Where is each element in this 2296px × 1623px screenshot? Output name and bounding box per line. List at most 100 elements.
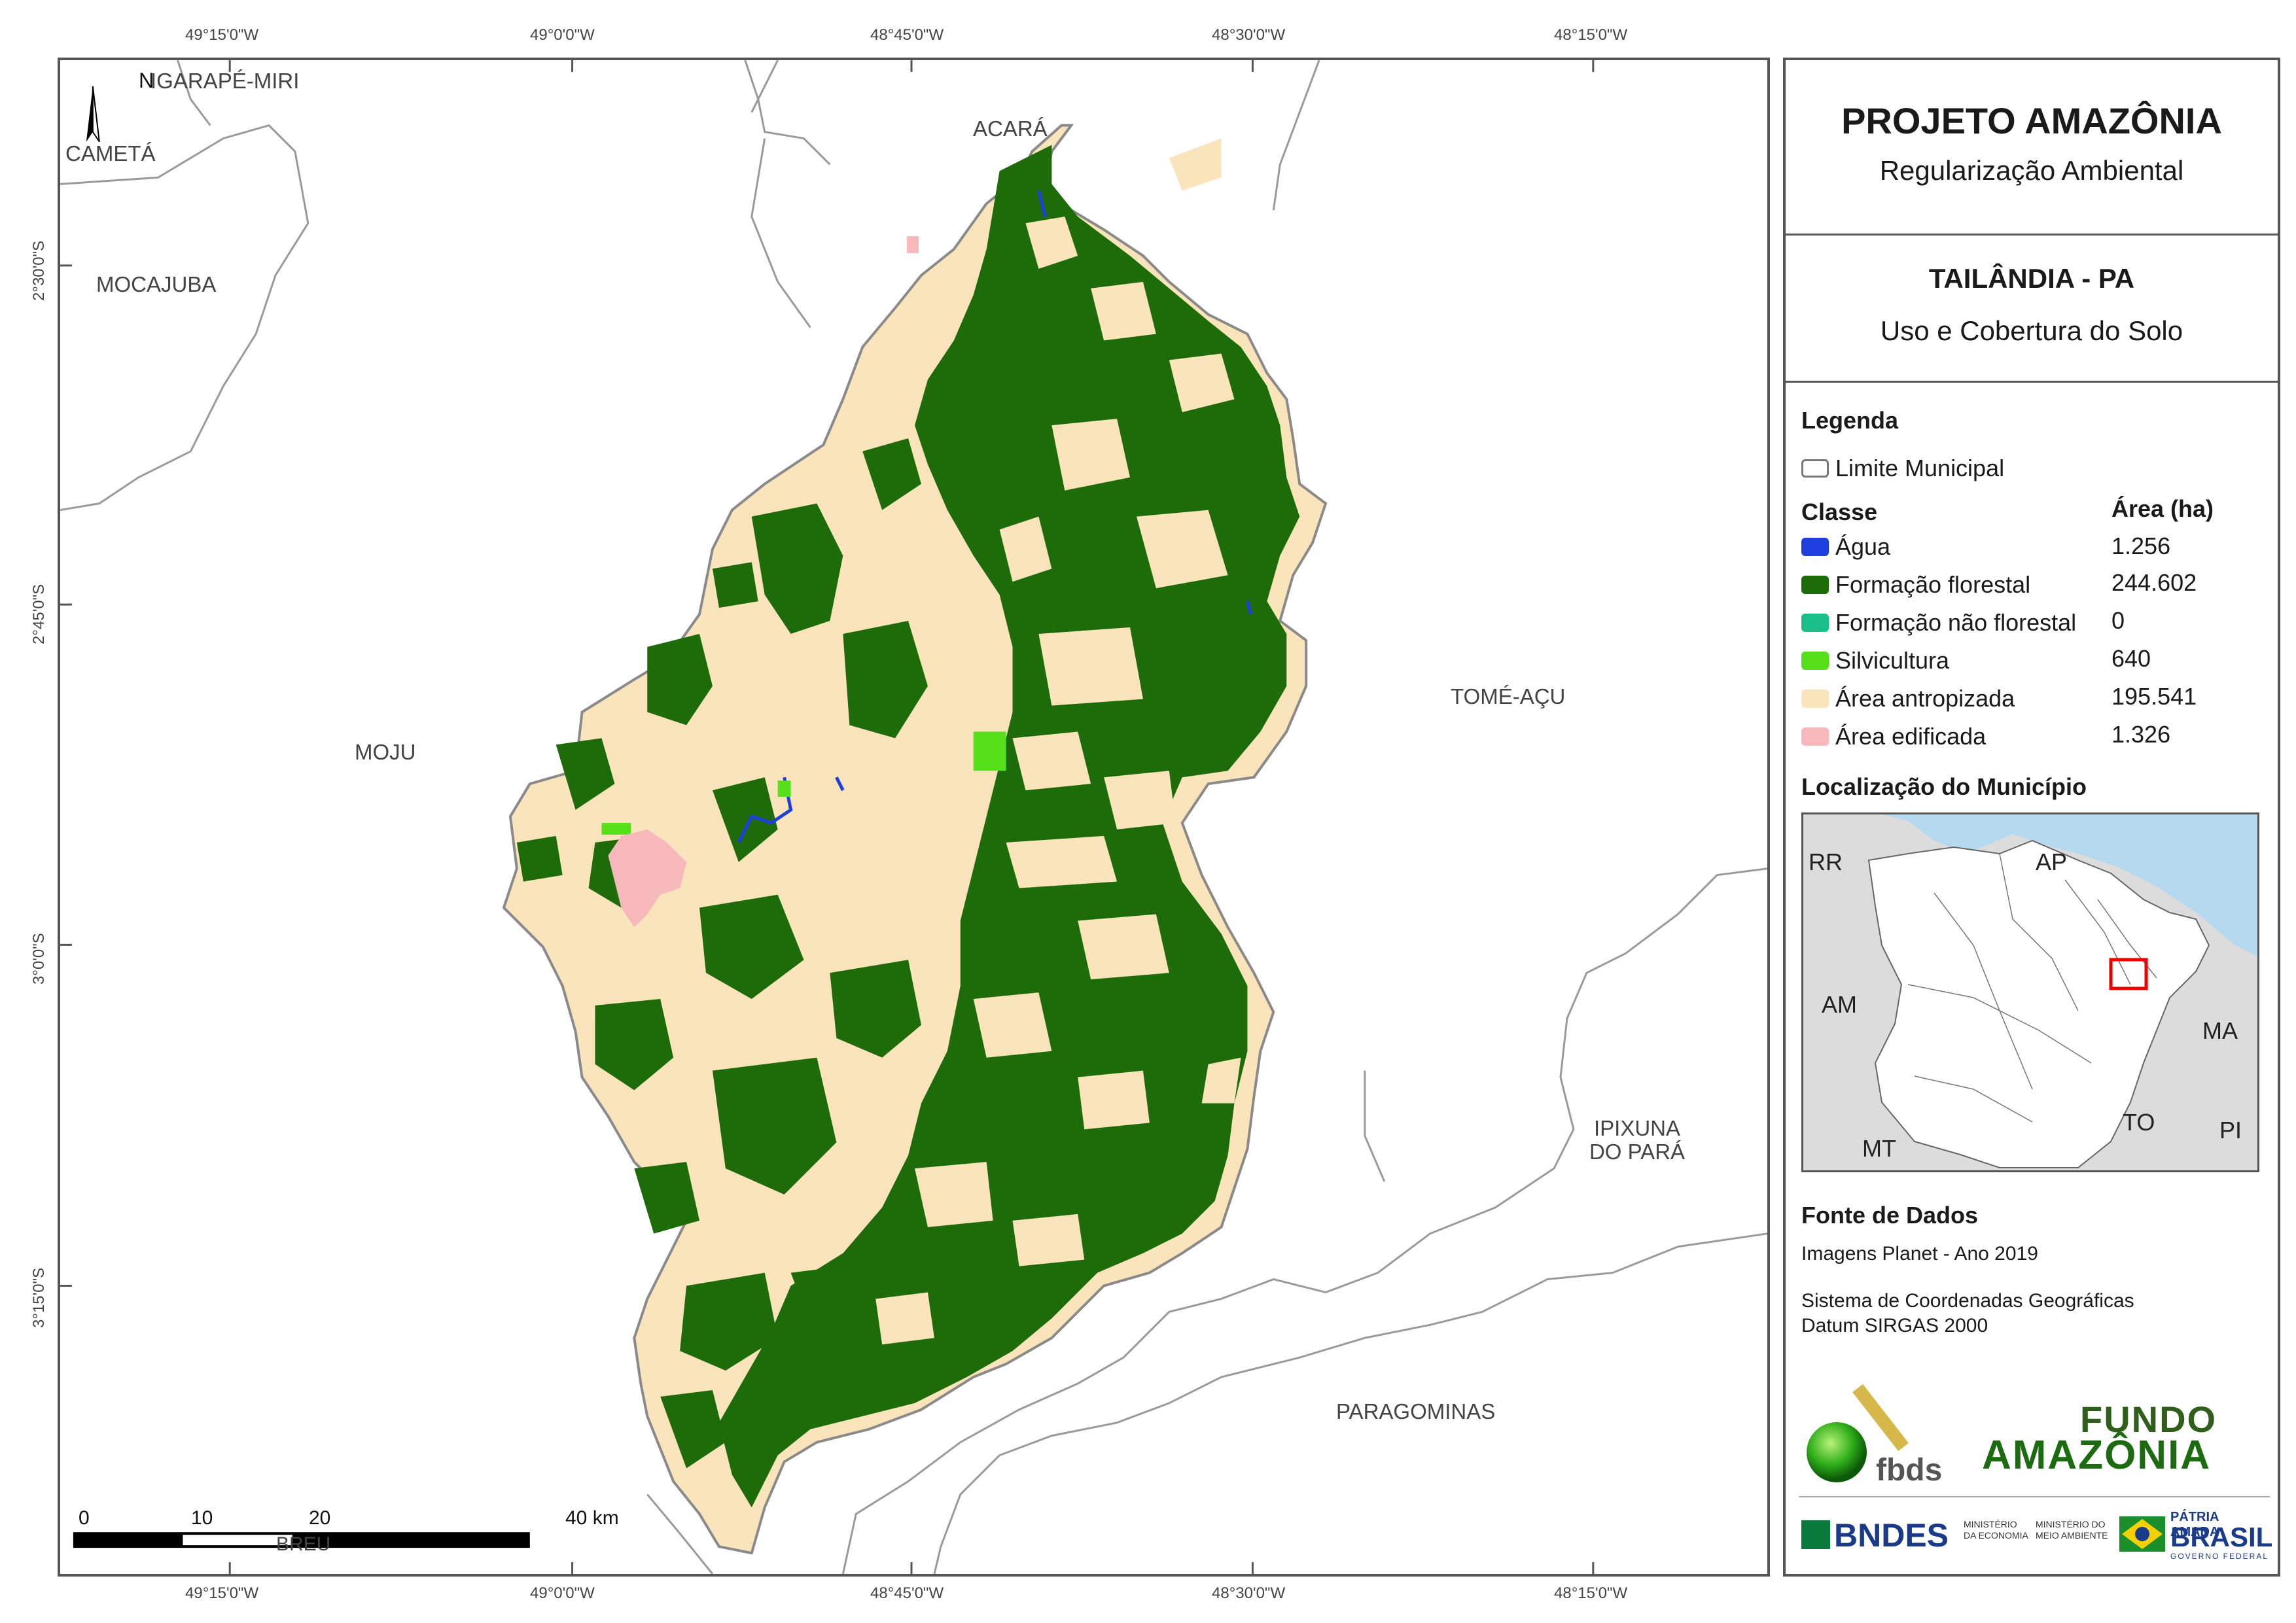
inset-label-am: AM [1822, 991, 1857, 1018]
legend-item: Formação não florestal [1801, 608, 2076, 637]
class-area: 244.602 [2111, 569, 2197, 596]
silviculture-patches [601, 731, 1006, 835]
class-label: Área edificada [1835, 723, 1987, 750]
coord-bottom-2: 49°0'0"W [530, 1584, 595, 1602]
municipal-boundaries [60, 60, 1767, 1574]
legend-heading: Legenda [1801, 407, 1899, 434]
label-mocajuba: MOCAJUBA [96, 272, 217, 296]
label-moju: MOJU [355, 740, 416, 764]
municipality-title: TAILÂNDIA - PA [1928, 263, 2135, 294]
coord-left-2: 2°45'0"S [30, 584, 48, 644]
class-area: 640 [2111, 645, 2151, 672]
label-igarape-miri: IGARAPÉ-MIRI [150, 69, 300, 93]
bndes-text: BNDES [1834, 1517, 1949, 1554]
water-swatch [1801, 538, 1829, 556]
label-paragominas: PARAGOMINAS [1336, 1399, 1496, 1423]
class-area: 1.256 [2111, 532, 2171, 559]
coord-bottom-1: 49°15'0"W [185, 1584, 259, 1602]
patria-amada-text: PÁTRIA AMADA [2170, 1510, 2219, 1539]
legend-panel: PROJETO AMAZÔNIA Regularização Ambiental… [1783, 58, 2280, 1577]
coord-left-3: 3°0'0"S [30, 933, 48, 985]
legend-item: Silvicultura [1801, 646, 1949, 675]
legend-item: Formação florestal [1801, 570, 2030, 599]
inset-label-ap: AP [2036, 848, 2068, 875]
fundo-amazonia-logo: FUNDO AMAZÔNIA [1982, 1398, 2263, 1483]
location-inset-map: RR AP AM MA TO MT PI [1801, 812, 2259, 1172]
tailandia-locator [2109, 958, 2148, 990]
fundo-line2: AMAZÔNIA [1982, 1433, 2212, 1478]
coord-top-1: 49°15'0"W [185, 26, 259, 44]
coord-top-2: 49°0'0"W [530, 26, 595, 44]
class-label: Área antropizada [1835, 685, 2015, 712]
divider-1 [1786, 234, 2278, 236]
label-acara: ACARÁ [973, 116, 1048, 141]
legend-boundary: Limite Municipal [1801, 454, 2004, 483]
ministry-meio-ambiente: MINISTÉRIO DO MEIO AMBIENTE [2036, 1519, 2108, 1541]
north-arrow-icon [86, 86, 100, 143]
fbds-logo-text: fbds [1876, 1453, 1943, 1488]
legend-item: Área edificada [1801, 722, 1986, 751]
inset-svg [1867, 814, 2257, 1168]
inset-label-to: TO [2123, 1109, 2155, 1136]
brasil-text: BRASIL [2170, 1522, 2273, 1552]
coord-bottom-4: 48°30'0"W [1212, 1584, 1286, 1602]
coord-bottom-5: 48°15'0"W [1554, 1584, 1628, 1602]
class-label: Água [1835, 533, 1891, 560]
inset-municipal-lines [1907, 853, 2157, 1123]
bndes-logo: BNDES [1801, 1514, 1958, 1554]
location-heading: Localização do Município [1801, 773, 2087, 800]
forest-patches [516, 145, 1300, 1508]
source-line: Imagens Planet - Ano 2019 [1801, 1243, 2038, 1265]
label-ipixuna: IPIXUNA DO PARÁ [1581, 1116, 1693, 1164]
ministry-economia: MINISTÉRIO DA ECONOMIA [1964, 1519, 2028, 1541]
coord-left-1: 2°30'0"S [30, 240, 48, 301]
map-canvas[interactable] [60, 60, 1767, 1574]
class-label: Formação não florestal [1835, 609, 2077, 636]
inset-label-rr: RR [1809, 848, 1843, 875]
legend-item: Área antropizada [1801, 684, 2015, 713]
forest-swatch [1801, 576, 1829, 594]
project-subtitle: Regularização Ambiental [1879, 155, 2184, 186]
source-line: Datum SIRGAS 2000 [1801, 1315, 1988, 1336]
class-header: Classe [1801, 498, 1878, 525]
area-header: Área (ha) [2111, 495, 2214, 522]
governo-federal-text: GOVERNO FEDERAL [2170, 1552, 2269, 1561]
water-features [737, 190, 1252, 843]
label-breu: BREU [276, 1533, 331, 1555]
logo-divider [1799, 1496, 2270, 1497]
north-label: N [139, 69, 154, 92]
coord-top-3: 48°45'0"W [870, 26, 944, 44]
built-area [608, 829, 687, 928]
inset-label-ma: MA [2202, 1017, 2238, 1044]
silviculture-swatch [1801, 652, 1829, 670]
source-line: Sistema de Coordenadas Geográficas [1801, 1290, 2134, 1312]
label-tome-acu: TOMÉ-AÇU [1451, 684, 1566, 708]
clearings [875, 138, 1241, 1345]
map-frame[interactable]: N IGARAPÉ-MIRI CAMETÁ MOCAJUBA ACARÁ MOJ… [58, 58, 1770, 1577]
built-swatch [1801, 727, 1829, 746]
boundary-swatch [1801, 459, 1829, 478]
project-title: PROJETO AMAZÔNIA [1841, 100, 2222, 141]
divider-2 [1786, 381, 2278, 383]
scale-label-10: 10 [191, 1507, 213, 1529]
scale-label-0: 0 [79, 1507, 90, 1529]
class-label: Formação florestal [1835, 571, 2031, 598]
graticule-ticks [60, 60, 1595, 1574]
scale-label-20: 20 [309, 1507, 331, 1529]
scale-label-40: 40 km [565, 1507, 619, 1529]
inset-label-mt: MT [1862, 1135, 1896, 1162]
theme-title: Uso e Cobertura do Solo [1880, 315, 2183, 346]
fbds-logo: fbds [1805, 1375, 1962, 1488]
class-label: Silvicultura [1835, 647, 1950, 674]
label-ipixuna-line1: IPIXUNA [1593, 1116, 1681, 1140]
anthropized-swatch [1801, 689, 1829, 708]
para-state [1867, 839, 2210, 1168]
boundary-label: Limite Municipal [1835, 455, 2005, 481]
fundo-line1: FUNDO [2080, 1399, 2217, 1440]
fbds-logo-icon [1807, 1384, 1909, 1482]
coord-left-4: 3°15'0"S [30, 1267, 48, 1328]
brasil-flag-icon [2119, 1516, 2165, 1552]
sources-heading: Fonte de Dados [1801, 1202, 1979, 1229]
coord-top-5: 48°15'0"W [1554, 26, 1628, 44]
bndes-mark-icon [1801, 1520, 1830, 1549]
